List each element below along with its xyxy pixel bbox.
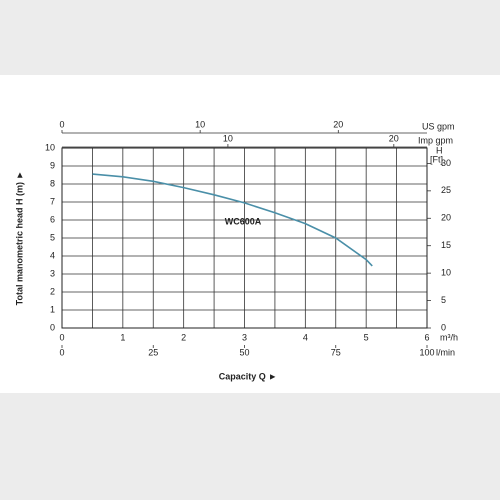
plot-frame xyxy=(61,147,428,329)
y2-tick-label: 5 xyxy=(441,295,446,305)
x-unit: m³/h xyxy=(440,332,458,342)
x2-tick-label: 75 xyxy=(331,347,341,357)
top-tick-label: 20 xyxy=(333,119,343,129)
y-tick-label: 2 xyxy=(50,286,55,296)
y-tick-label: 9 xyxy=(50,160,55,170)
y-axis-title: Total manometric head H (m) ► xyxy=(14,171,24,306)
x-tick-label: 3 xyxy=(242,332,247,342)
y-tick-label: 10 xyxy=(45,142,55,152)
series-line xyxy=(92,173,373,267)
panel xyxy=(0,75,500,393)
x2-unit: l/min xyxy=(436,347,455,357)
y2-tick-label: 15 xyxy=(441,240,451,250)
y-tick-label: 5 xyxy=(50,232,55,242)
y2-unit: [Ft] xyxy=(430,154,443,164)
x-tick-label: 1 xyxy=(120,332,125,342)
x-tick-label: 4 xyxy=(303,332,308,342)
series-label: WC600A xyxy=(225,216,262,226)
x-tick-label: 6 xyxy=(424,332,429,342)
x2-tick-label: 50 xyxy=(239,347,249,357)
y2-tick-label: 20 xyxy=(441,213,451,223)
y2-tick-label: 0 xyxy=(441,322,446,332)
y-tick-label: 0 xyxy=(50,322,55,332)
top-tick-label: 10 xyxy=(195,119,205,129)
top-tick-label: 0 xyxy=(59,119,64,129)
y2-tick-label: 25 xyxy=(441,185,451,195)
y2-tick-label: 10 xyxy=(441,268,451,278)
x-tick-label: 0 xyxy=(59,332,64,342)
y-tick-label: 4 xyxy=(50,250,55,260)
x-tick-label: 5 xyxy=(364,332,369,342)
top-tick-label: 10 xyxy=(223,133,233,143)
x2-tick-label: 100 xyxy=(419,347,434,357)
x2-tick-label: 25 xyxy=(148,347,158,357)
y2-label: H xyxy=(436,145,443,155)
y-tick-label: 1 xyxy=(50,304,55,314)
top-unit: US gpm xyxy=(422,121,455,131)
x-tick-label: 2 xyxy=(181,332,186,342)
y-tick-label: 7 xyxy=(50,196,55,206)
y2-tick-label: 30 xyxy=(441,158,451,168)
x2-tick-label: 0 xyxy=(59,347,64,357)
top-tick-label: 20 xyxy=(389,133,399,143)
x-axis-title: Capacity Q ► xyxy=(219,371,277,381)
y-tick-label: 8 xyxy=(50,178,55,188)
top-unit: Imp gpm xyxy=(418,135,453,145)
y-tick-label: 3 xyxy=(50,268,55,278)
y-tick-label: 6 xyxy=(50,214,55,224)
